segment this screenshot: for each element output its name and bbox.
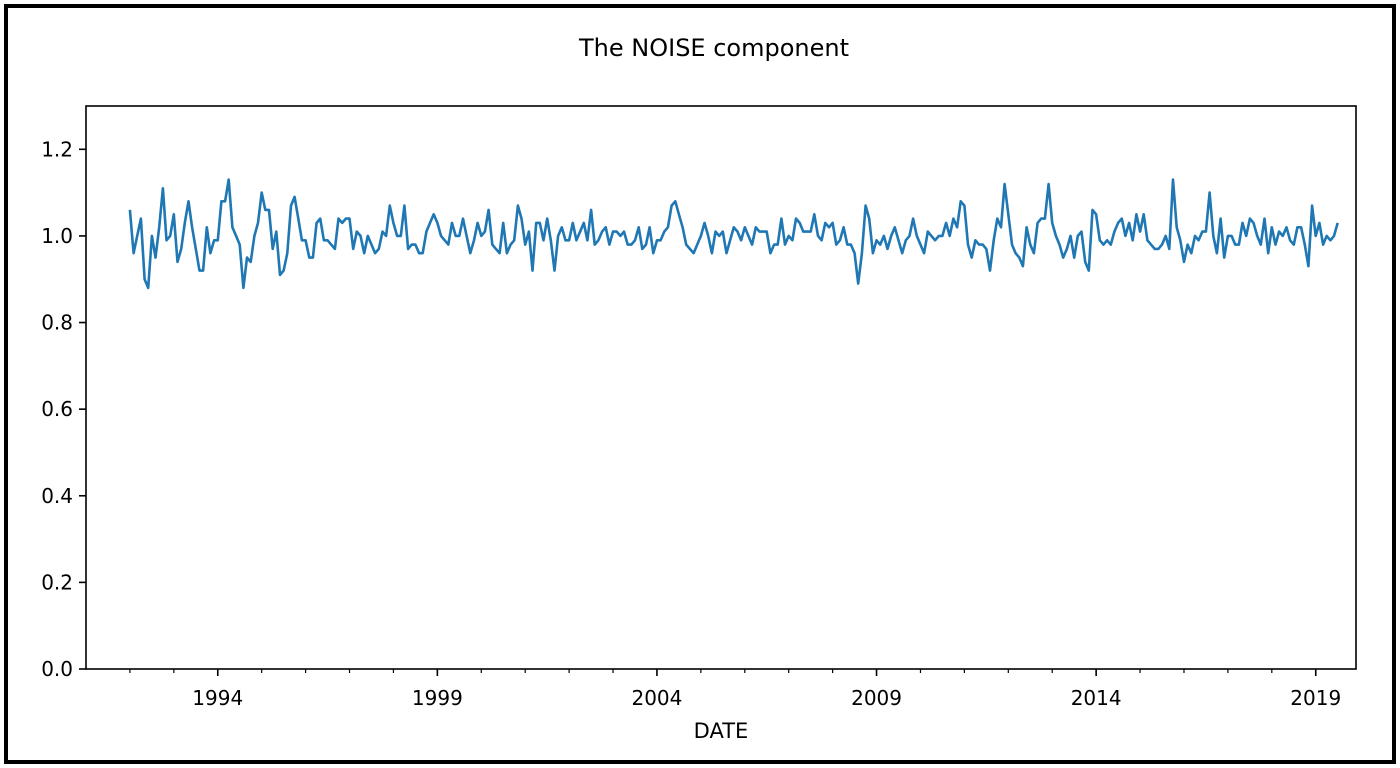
y-tick-label: 0.6 [41,397,73,421]
y-tick-label: 0.0 [41,657,73,681]
y-tick-label: 0.4 [41,484,73,508]
chart-title: The NOISE component [578,34,849,62]
x-tick-label: 1999 [412,686,463,710]
x-axis-label: DATE [694,719,749,743]
y-tick-label: 1.2 [41,137,73,161]
axes-frame [85,105,1357,670]
x-tick-label: 2014 [1071,686,1122,710]
plot-area: 0.0 0.2 0.4 0.6 0.8 1.0 1.2 1994 1999 2004 2009 20… [41,105,1357,710]
x-tick-label: 2004 [631,686,682,710]
x-tick-label: 1994 [192,686,243,710]
y-tick-label: 0.2 [41,570,73,594]
series-group [128,178,1339,290]
figure-border [4,4,1396,764]
y-tick-label: 0.8 [41,311,73,335]
y-tick-label: 1.0 [41,224,73,248]
x-tick-label: 2019 [1290,686,1341,710]
y-axis: 0.0 0.2 0.4 0.6 0.8 1.0 1.2 [41,137,86,681]
x-axis: 1994 1999 2004 2009 2014 2019 [129,669,1341,710]
x-tick-label: 2009 [851,686,902,710]
noise-series-line [128,178,1339,290]
